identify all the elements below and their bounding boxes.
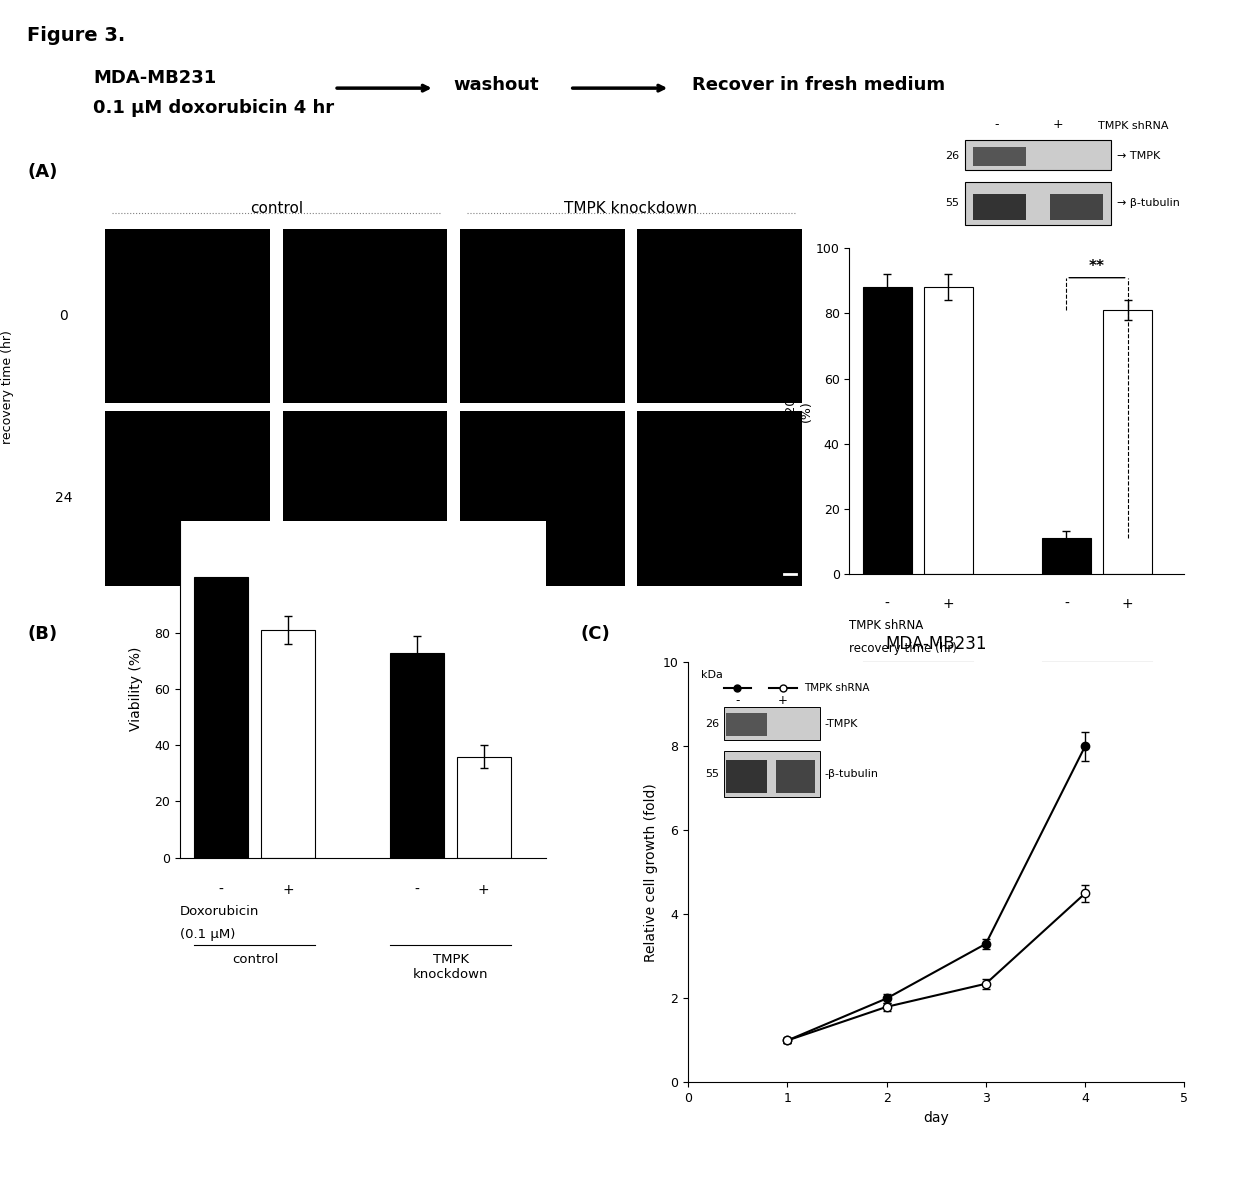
Text: washout: washout <box>453 76 539 95</box>
Y-axis label: Relative cell growth (fold): Relative cell growth (fold) <box>645 783 658 962</box>
Title: MDA-MB231: MDA-MB231 <box>885 634 987 653</box>
Text: Recover in fresh medium: Recover in fresh medium <box>692 76 945 95</box>
Bar <box>725 713 768 736</box>
Text: TMPK shRNA: TMPK shRNA <box>849 620 924 632</box>
Bar <box>460 228 625 403</box>
Text: -TMPK: -TMPK <box>825 719 858 729</box>
Y-axis label: γH2AX > 20 per cell
(%): γH2AX > 20 per cell (%) <box>785 348 813 474</box>
Text: -: - <box>1064 596 1069 610</box>
Text: MDA-MB231: MDA-MB231 <box>93 69 216 86</box>
Bar <box>1104 310 1152 574</box>
Bar <box>1050 194 1104 220</box>
Bar <box>195 577 248 858</box>
Text: 26: 26 <box>945 151 960 161</box>
Bar <box>724 707 820 741</box>
Bar <box>105 228 270 403</box>
Text: TMPK
knockdown: TMPK knockdown <box>413 953 489 981</box>
Bar <box>458 757 511 858</box>
Text: Hoechst: Hoechst <box>340 228 391 241</box>
Bar <box>262 631 315 858</box>
Text: -: - <box>414 883 419 897</box>
Text: 0.1 μM doxorubicin 4 hr: 0.1 μM doxorubicin 4 hr <box>93 99 334 117</box>
Text: +: + <box>477 883 490 897</box>
Bar <box>637 228 802 403</box>
Text: (0.1 μM): (0.1 μM) <box>180 927 236 940</box>
Text: 24: 24 <box>55 491 72 505</box>
Text: +: + <box>1122 596 1133 610</box>
Text: kDa: kDa <box>701 671 723 680</box>
Text: 0: 0 <box>914 672 923 684</box>
Text: -β-tubulin: -β-tubulin <box>825 769 878 780</box>
Bar <box>924 287 973 574</box>
Text: -: - <box>218 883 223 897</box>
Text: -: - <box>994 118 999 131</box>
Text: +: + <box>779 694 789 707</box>
Text: 26: 26 <box>704 719 719 729</box>
Y-axis label: Viability (%): Viability (%) <box>129 647 144 731</box>
Bar <box>725 761 768 793</box>
Text: → TMPK: → TMPK <box>1117 151 1159 161</box>
Bar <box>105 412 270 586</box>
Bar <box>391 653 444 858</box>
Text: (C): (C) <box>580 625 610 642</box>
Bar <box>965 140 1111 170</box>
Text: recovery time (hr): recovery time (hr) <box>849 642 957 655</box>
X-axis label: day: day <box>924 1111 949 1125</box>
Text: **: ** <box>1089 259 1105 274</box>
Text: +: + <box>942 596 955 610</box>
Bar <box>776 761 816 793</box>
Bar <box>972 147 1025 166</box>
Text: Doxorubicin: Doxorubicin <box>180 905 259 918</box>
Text: 24: 24 <box>1090 672 1105 684</box>
Text: control: control <box>232 953 278 967</box>
Text: (B): (B) <box>27 625 57 642</box>
Bar <box>965 182 1111 225</box>
Bar <box>972 194 1025 220</box>
Bar <box>637 412 802 586</box>
Text: 55: 55 <box>945 199 960 208</box>
Text: TMPK shRNA: TMPK shRNA <box>804 684 869 693</box>
Text: -: - <box>884 596 889 610</box>
Bar <box>1042 538 1091 574</box>
Text: control: control <box>249 201 303 216</box>
Text: TMPK knockdown: TMPK knockdown <box>564 201 697 216</box>
Text: +: + <box>283 883 294 897</box>
Text: γH2AX: γH2AX <box>521 228 563 241</box>
Text: Figure 3.: Figure 3. <box>27 26 125 45</box>
Text: TMPK shRNA: TMPK shRNA <box>1099 122 1168 131</box>
Text: γH2AX: γH2AX <box>167 228 208 241</box>
Bar <box>863 287 911 574</box>
Bar <box>283 228 448 403</box>
Text: +: + <box>1053 118 1064 131</box>
Text: Hoechst: Hoechst <box>694 228 745 241</box>
Text: → β-tubulin: → β-tubulin <box>1117 199 1179 208</box>
Text: (A): (A) <box>27 163 57 181</box>
Text: 55: 55 <box>706 769 719 780</box>
Bar <box>460 412 625 586</box>
Text: 0: 0 <box>60 309 68 323</box>
Text: -: - <box>735 694 739 707</box>
Bar <box>724 751 820 797</box>
Text: recovery time (hr): recovery time (hr) <box>1 330 14 445</box>
Bar <box>283 412 448 586</box>
